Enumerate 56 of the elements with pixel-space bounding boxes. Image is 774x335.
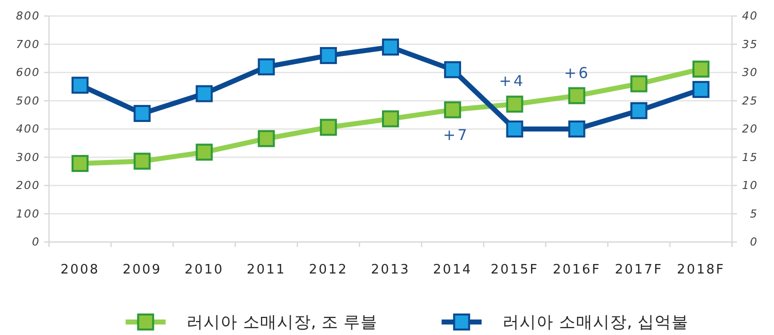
y2-tick-label: 5: [750, 207, 758, 220]
legend-label: 러시아 소매시장, 십억불: [502, 312, 688, 332]
y2-tick-label: 35: [742, 38, 758, 51]
point: [320, 118, 337, 136]
point: [692, 60, 710, 78]
x-tick-label: 2012: [308, 262, 348, 278]
point: [72, 76, 89, 94]
legend-label: 러시아 소매시장, 조 루블: [186, 312, 378, 332]
point: [444, 61, 462, 78]
point: [382, 110, 399, 128]
point: [506, 96, 524, 113]
point: [258, 58, 275, 76]
y-tick-label: 800: [16, 10, 40, 22]
y-tick-label: 500: [16, 94, 40, 108]
y-tick-label: 100: [16, 207, 40, 220]
x-tick-label: 2008: [60, 262, 100, 278]
y-tick-label: 300: [16, 150, 40, 164]
point: [196, 144, 213, 161]
x-tick-label: 2010: [184, 262, 224, 278]
annotation: +6: [564, 64, 590, 82]
x-tick-label: 2018F: [676, 262, 725, 278]
y-tick-label: 200: [16, 179, 40, 192]
point: [444, 101, 462, 118]
y-tick-label: 600: [16, 66, 40, 79]
point: [630, 75, 648, 92]
x-tick-label: 2016F: [552, 262, 601, 278]
point: [506, 120, 524, 138]
point: [320, 47, 337, 64]
y2-tick-label: 15: [742, 150, 758, 164]
point: [568, 87, 586, 104]
point: [630, 102, 648, 120]
point: [72, 154, 89, 172]
x-tick-label: 2017F: [614, 262, 663, 278]
y2-tick-label: 25: [742, 94, 758, 108]
x-tick-label: 2015F: [490, 262, 539, 278]
point: [692, 80, 710, 98]
point: [134, 152, 151, 170]
point: [382, 38, 399, 56]
x-tick-label: 2009: [122, 262, 162, 278]
point: [568, 120, 586, 138]
annotation: +7: [442, 126, 470, 144]
y2-tick-label: 30: [742, 66, 758, 79]
y2-tick-label: 10: [742, 179, 758, 192]
y2-tick-label: 40: [742, 10, 758, 22]
y-tick-label: 700: [16, 38, 40, 51]
point: [134, 104, 151, 122]
annotation: +4: [498, 72, 526, 90]
x-tick-label: 2011: [246, 262, 286, 278]
point: [258, 130, 275, 148]
y2-tick-label: 20: [742, 122, 758, 136]
y2-tick-label: 0: [750, 236, 758, 248]
point: [196, 85, 213, 102]
y-tick-label: 400: [16, 122, 40, 136]
x-tick-label: 2013: [370, 262, 410, 278]
x-tick-label: 2014: [433, 262, 472, 278]
y-tick-label: 0: [32, 236, 40, 248]
